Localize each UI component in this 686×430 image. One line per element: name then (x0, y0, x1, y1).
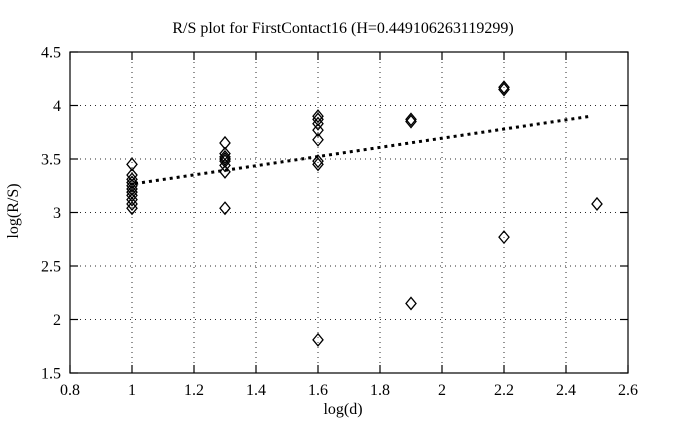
y-tick-label: 3.5 (41, 152, 61, 169)
x-tick-label: 2 (438, 382, 446, 399)
data-point-diamond (312, 116, 324, 131)
data-point-diamond (219, 135, 231, 150)
data-point-diamond (405, 296, 417, 311)
y-tick-label: 1.5 (41, 366, 61, 383)
x-tick-label: 2.6 (618, 382, 638, 399)
data-point-diamond (498, 82, 510, 97)
data-point-diamond (498, 230, 510, 245)
y-tick-label: 2.5 (41, 259, 61, 276)
data-point-diamond (405, 112, 417, 127)
x-tick-label: 1.6 (308, 382, 328, 399)
data-point-diamond (126, 168, 138, 183)
data-point-diamond (312, 112, 324, 127)
data-point-diamond (126, 201, 138, 216)
data-point-diamond (312, 154, 324, 169)
data-point-diamond (405, 114, 417, 129)
data-point-diamond (312, 332, 324, 347)
x-tick-label: 2.2 (494, 382, 514, 399)
data-point-diamond (591, 196, 603, 211)
data-point-diamond (126, 157, 138, 172)
data-point-diamond (219, 154, 231, 169)
data-point-diamond (219, 149, 231, 164)
data-point-diamond (126, 178, 138, 193)
x-tick-label: 2.4 (556, 382, 576, 399)
data-point-diamond (312, 132, 324, 147)
hurst-fit-line (134, 114, 592, 186)
data-point-diamond (219, 164, 231, 179)
data-point-diamond (126, 181, 138, 196)
y-tick-label: 2 (53, 312, 61, 329)
x-tick-label: 1.8 (370, 382, 390, 399)
x-tick-label: 1.4 (246, 382, 266, 399)
y-tick-label: 3 (53, 205, 61, 222)
data-point-diamond (219, 158, 231, 173)
data-point-diamond (312, 157, 324, 172)
y-tick-label: 4.5 (41, 45, 61, 62)
y-tick-label: 4 (53, 98, 61, 115)
plot-border (69, 51, 629, 374)
data-point-diamond (219, 201, 231, 216)
data-point-diamond (126, 192, 138, 207)
x-tick-label: 1.2 (184, 382, 204, 399)
data-point-diamond (126, 196, 138, 211)
data-point-diamond (312, 109, 324, 124)
data-point-diamond (312, 123, 324, 138)
chart-title: R/S plot for FirstContact16 (H=0.4491062… (172, 20, 514, 37)
x-tick-label: 1 (128, 382, 136, 399)
x-tick-label: 0.8 (60, 382, 80, 399)
x-axis-label: log(d) (323, 401, 363, 418)
data-point-diamond (498, 80, 510, 95)
